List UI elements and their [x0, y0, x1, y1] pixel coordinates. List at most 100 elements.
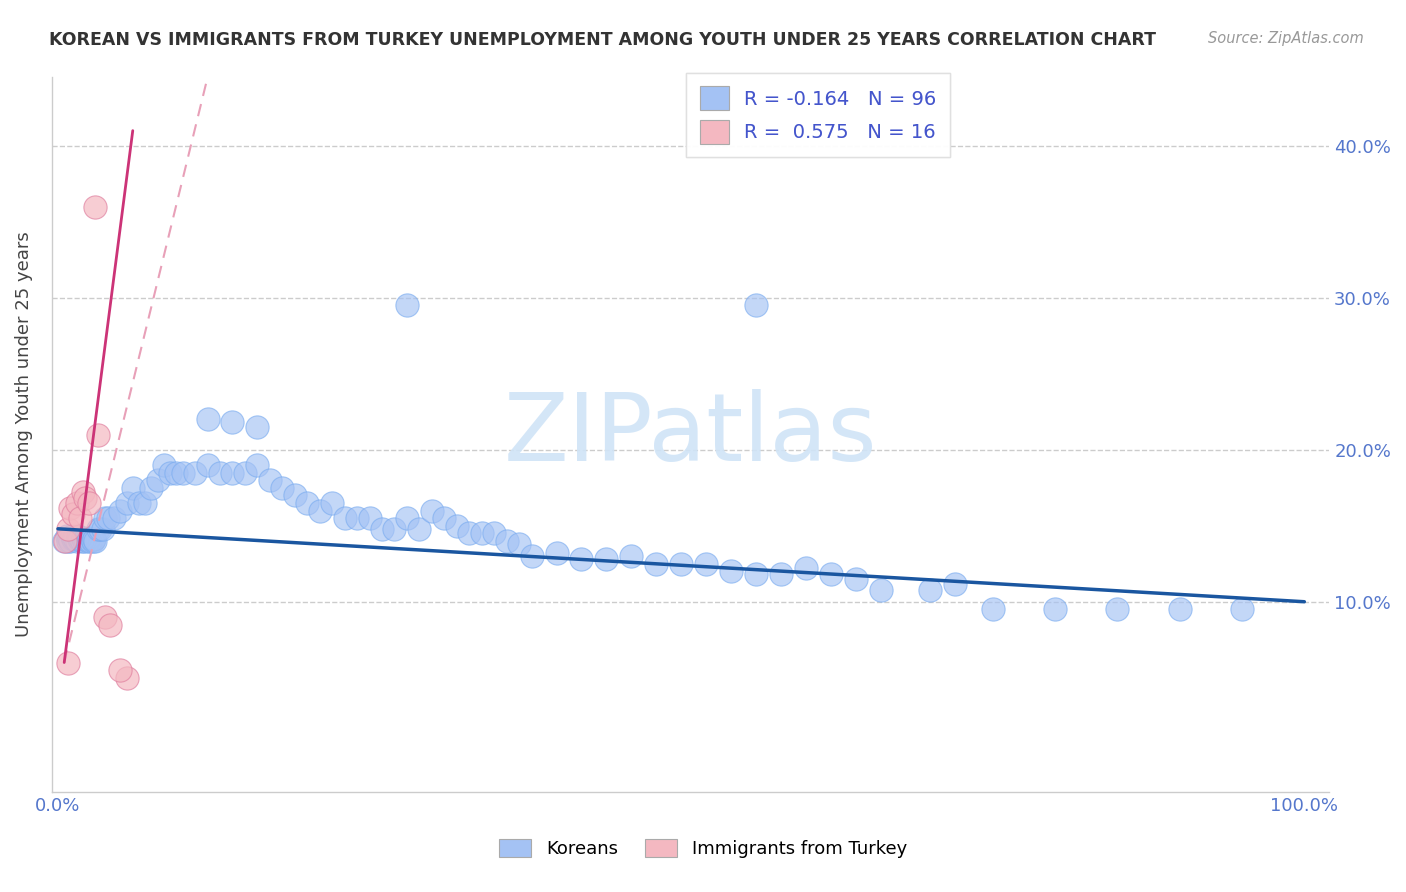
Point — [110, 663, 132, 677]
Point — [981, 602, 1004, 616]
Point — [72, 485, 94, 500]
Point — [59, 533, 82, 548]
Point — [1230, 602, 1253, 616]
Point — [595, 552, 617, 566]
Point — [77, 533, 100, 548]
Point — [645, 557, 668, 571]
Point — [97, 511, 120, 525]
Point — [395, 511, 418, 525]
Point — [943, 576, 966, 591]
Point — [420, 503, 443, 517]
Point — [76, 533, 98, 547]
Point — [72, 531, 94, 545]
Point — [94, 610, 117, 624]
Point — [458, 526, 481, 541]
Point — [184, 466, 207, 480]
Point — [384, 522, 406, 536]
Point — [115, 496, 138, 510]
Point — [89, 522, 111, 536]
Point — [66, 533, 89, 548]
Point — [73, 533, 96, 548]
Point — [84, 200, 107, 214]
Point — [79, 533, 101, 548]
Point — [172, 466, 194, 480]
Point — [408, 522, 430, 536]
Point — [66, 496, 89, 510]
Point — [110, 503, 132, 517]
Point — [845, 572, 868, 586]
Point — [56, 656, 79, 670]
Point — [321, 496, 343, 510]
Point — [82, 533, 104, 548]
Point — [75, 491, 97, 506]
Y-axis label: Unemployment Among Youth under 25 years: Unemployment Among Youth under 25 years — [15, 232, 32, 638]
Point — [197, 458, 219, 472]
Point — [371, 522, 394, 536]
Point — [128, 496, 150, 510]
Point — [221, 416, 243, 430]
Point — [134, 496, 156, 510]
Point — [271, 481, 294, 495]
Point — [246, 420, 269, 434]
Point — [103, 511, 125, 525]
Point — [346, 511, 368, 525]
Point — [395, 298, 418, 312]
Point — [508, 537, 530, 551]
Point — [520, 549, 543, 563]
Point — [246, 458, 269, 472]
Point — [83, 533, 105, 547]
Point — [1043, 602, 1066, 616]
Point — [221, 466, 243, 480]
Point — [69, 531, 91, 545]
Point — [695, 557, 717, 571]
Point — [546, 546, 568, 560]
Point — [98, 617, 121, 632]
Point — [56, 522, 79, 536]
Point — [60, 529, 83, 543]
Point — [333, 511, 356, 525]
Point — [233, 466, 256, 480]
Point — [1107, 602, 1129, 616]
Text: ZIPatlas: ZIPatlas — [503, 389, 877, 481]
Point — [471, 526, 494, 541]
Point — [159, 466, 181, 480]
Point — [620, 549, 643, 563]
Legend: Koreans, Immigrants from Turkey: Koreans, Immigrants from Turkey — [492, 831, 914, 865]
Point — [77, 531, 100, 545]
Point — [65, 533, 87, 547]
Text: Source: ZipAtlas.com: Source: ZipAtlas.com — [1208, 31, 1364, 46]
Point — [66, 529, 89, 543]
Point — [87, 427, 110, 442]
Point — [920, 582, 942, 597]
Point — [53, 533, 76, 548]
Point — [70, 533, 93, 548]
Point — [769, 567, 792, 582]
Point — [94, 511, 117, 525]
Point — [75, 533, 97, 547]
Point — [208, 466, 231, 480]
Point — [165, 466, 187, 480]
Point — [259, 473, 281, 487]
Point — [794, 561, 817, 575]
Point — [141, 481, 163, 495]
Point — [1168, 602, 1191, 616]
Point — [820, 567, 842, 582]
Point — [67, 533, 90, 547]
Point — [59, 500, 82, 515]
Point — [115, 671, 138, 685]
Point — [84, 533, 107, 548]
Point — [495, 533, 517, 548]
Point — [720, 565, 742, 579]
Point — [359, 511, 381, 525]
Point — [482, 526, 505, 541]
Point — [55, 533, 77, 548]
Point — [446, 518, 468, 533]
Legend: R = -0.164   N = 96, R =  0.575   N = 16: R = -0.164 N = 96, R = 0.575 N = 16 — [686, 73, 950, 157]
Point — [58, 531, 80, 545]
Point — [745, 567, 768, 582]
Point — [62, 533, 84, 547]
Point — [69, 511, 91, 525]
Point — [55, 529, 77, 543]
Point — [297, 496, 319, 510]
Point — [87, 522, 110, 536]
